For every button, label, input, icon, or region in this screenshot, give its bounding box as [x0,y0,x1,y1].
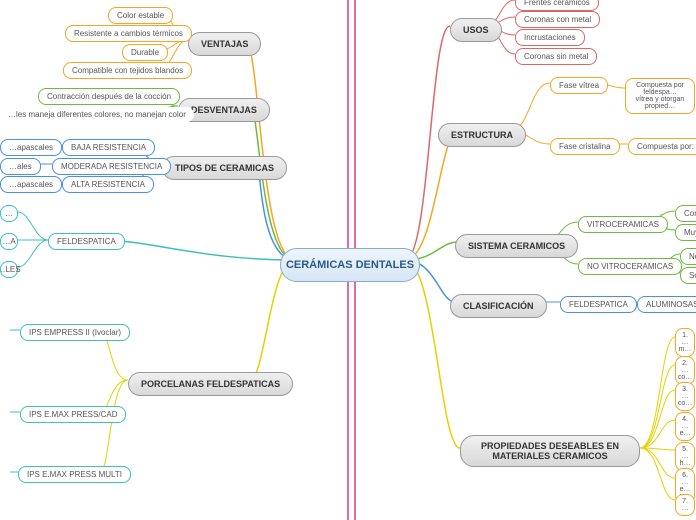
leaf-tipos-1b: MODERADA RESISTENCIA [52,158,171,175]
branch-propiedades[interactable]: PROPIEDADES DESEABLES EN MATERIALES CERA… [460,435,640,467]
leaf-ventajas-2: Durable [122,44,168,61]
leaf-sist-0d0: Comp… [675,205,696,222]
leaf-porc-1: IPS E.MAX PRESS/CAD [20,406,126,423]
leaf-feld-2: …LES [0,261,18,278]
branch-sistema[interactable]: SISTEMA CERAMICOS [455,234,578,258]
leaf-sist-1d1: So… [680,267,696,284]
leaf-prop-1: 2. …co… [675,356,695,385]
leaf-est-0d: Compuesta por feldespa… vítrea y otorgan… [625,78,695,114]
leaf-sist-1: NO VITROCERAMICAS [578,258,682,275]
leaf-feld-0: … [0,205,18,222]
leaf-ventajas-1: Resistente a cambios térmicos [65,25,192,42]
center-node[interactable]: CERÁMICAS DENTALES [280,248,420,282]
leaf-usos-0: Frentes cerámicos [515,0,599,11]
leaf-usos-2: Incrustaciones [515,29,585,46]
branch-ventajas[interactable]: VENTAJAS [188,32,261,56]
leaf-sist-1d0: No… [680,248,696,265]
leaf-est-1: Fase cristalina [550,138,620,155]
branch-usos[interactable]: USOS [450,18,502,42]
leaf-sist-0: VITROCERAMICAS [578,216,668,233]
leaf-clas-0: FELDESPATICA [560,296,637,313]
leaf-prop-6: 7. … [675,494,695,516]
leaf-usos-3: Coronas sin metal [515,48,597,65]
branch-estructura[interactable]: ESTRUCTURA [438,123,526,147]
leaf-clas-1: ALUMINOSAS [637,296,696,313]
branch-tipos[interactable]: TIPOS DE CERAMICAS [162,156,287,180]
leaf-desventajas-0: Contracción después de la cocción [38,88,180,105]
branch-porcelanas[interactable]: PORCELANAS FELDESPATICAS [128,372,293,396]
leaf-tipos-2a: …apascales [0,176,62,193]
leaf-porc-0: IPS EMPRESS II (Ivoclar) [20,324,130,341]
leaf-feld-1: …A [0,233,18,250]
leaf-prop-3: 4. …e… [675,412,695,441]
branch-clasificacion[interactable]: CLASIFICACIÓN [450,294,547,318]
leaf-ventajas-0: Color estable [108,7,173,24]
leaf-est-1d: Compuesta por: [628,138,696,155]
leaf-usos-1: Coronas con metal [515,11,600,28]
leaf-prop-0: 1. …m… [675,328,695,357]
leaf-tipos-2b: ALTA RESISTENCIA [62,176,154,193]
leaf-tipos-0b: BAJA RESISTENCIA [62,139,155,156]
leaf-tipos-1a: …ales [0,158,41,175]
leaf-sist-0d1: Muy al… [675,224,696,241]
leaf-tipos-0a: …apascales [0,139,62,156]
leaf-prop-2: 3. …co… [675,382,695,411]
leaf-porc-2: IPS E.MAX PRESS MULTI [18,466,131,483]
leaf-ventajas-3: Compatible con tejidos blandos [63,62,192,79]
leaf-est-0: Fase vítrea [550,77,608,94]
branch-feldespatica[interactable]: FELDESPATICA [48,233,125,250]
leaf-desventajas-1: …les maneja diferentes colores, no manej… [0,107,194,122]
leaf-prop-4: 5. …h… [675,442,695,471]
